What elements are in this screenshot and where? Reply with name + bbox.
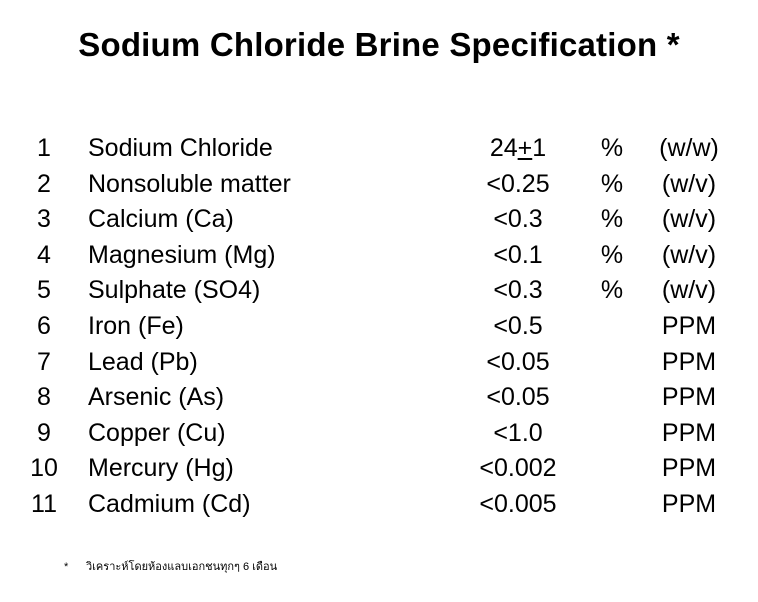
unit-label: (w/v) (661, 205, 717, 234)
table-row: 10 Mercury (Hg) <0.002 PPM (0, 451, 758, 487)
row-number: 6 (37, 311, 51, 340)
table-row: 5 Sulphate (SO4) <0.3 % (w/v) (0, 273, 758, 309)
row-number: 4 (37, 240, 51, 269)
percent-sign: % (600, 205, 624, 234)
parameter-value: <1.0 (493, 418, 543, 447)
unit-label: PPM (661, 418, 717, 447)
unit-label: (w/v) (661, 276, 717, 305)
value-main: 24 (489, 134, 518, 162)
parameter-value: <0.25 (486, 169, 550, 198)
parameter-value: <0.3 (493, 205, 543, 234)
footnote-text: วิเคราะห์โดยห้องแลบเอกชนทุกๆ 6 เดือน (86, 561, 278, 573)
parameter-value: <0.05 (486, 347, 550, 376)
table-row: 4 Magnesium (Mg) <0.1 % (w/v) (0, 238, 758, 274)
percent-sign: % (600, 134, 624, 162)
spec-table: 1 Sodium Chloride 24+1 % (w/w) 2 Nonsolu… (0, 131, 758, 523)
unit-label: (w/w) (659, 134, 719, 162)
parameter-value: <0.005 (479, 489, 557, 518)
unit-label: PPM (661, 347, 717, 376)
table-row: 9 Copper (Cu) <1.0 PPM (0, 416, 758, 452)
unit-label: PPM (661, 383, 717, 412)
unit-label: PPM (661, 311, 717, 340)
footnote-marker: * (64, 561, 69, 573)
table-row: 2 Nonsoluble matter <0.25 % (w/v) (0, 167, 758, 203)
row-number: 3 (37, 205, 51, 234)
parameter-name: Iron (Fe) (88, 311, 184, 340)
parameter-name: Sulphate (SO4) (88, 276, 261, 305)
percent-sign: % (600, 169, 624, 198)
table-row: 1 Sodium Chloride 24+1 % (w/w) (0, 131, 758, 167)
row-number: 8 (37, 383, 51, 412)
percent-sign: % (600, 276, 624, 305)
table-row: 7 Lead (Pb) <0.05 PPM (0, 345, 758, 381)
row-number: 1 (37, 134, 51, 162)
row-number: 11 (31, 489, 57, 518)
unit-label: PPM (661, 489, 717, 518)
parameter-value: 24+1 (448, 131, 588, 167)
value-tolerance: 1 (532, 134, 547, 162)
parameter-value: <0.5 (493, 311, 543, 340)
parameter-value: <0.002 (479, 454, 557, 483)
unit-label: (w/v) (661, 240, 717, 269)
parameter-name: Mercury (Hg) (88, 454, 234, 483)
parameter-name: Cadmium (Cd) (88, 489, 251, 518)
parameter-value: <0.05 (486, 383, 550, 412)
footnote: * วิเคราะห์โดยห้องแลบเอกชนทุกๆ 6 เดือน (64, 557, 277, 575)
page-title: Sodium Chloride Brine Specification * (78, 26, 680, 63)
table-row: 11 Cadmium (Cd) <0.005 PPM (0, 487, 758, 523)
row-number: 2 (37, 169, 51, 198)
parameter-value: <0.3 (493, 276, 543, 305)
parameter-name: Nonsoluble matter (88, 169, 291, 198)
parameter-name: Copper (Cu) (88, 418, 226, 447)
unit-label: PPM (661, 454, 717, 483)
parameter-name: Lead (Pb) (88, 347, 198, 376)
parameter-name: Sodium Chloride (88, 134, 273, 162)
parameter-name: Arsenic (As) (88, 383, 225, 412)
row-number: 9 (37, 418, 51, 447)
row-number: 5 (37, 276, 51, 305)
table-row: 6 Iron (Fe) <0.5 PPM (0, 309, 758, 345)
table-row: 8 Arsenic (As) <0.05 PPM (0, 380, 758, 416)
row-number: 7 (37, 347, 51, 376)
unit-label: (w/v) (661, 169, 717, 198)
parameter-name: Magnesium (Mg) (88, 240, 276, 269)
plus-minus-sign: + (517, 134, 533, 162)
table-row: 3 Calcium (Ca) <0.3 % (w/v) (0, 202, 758, 238)
parameter-value: <0.1 (493, 240, 543, 269)
percent-sign: % (600, 240, 624, 269)
parameter-name: Calcium (Ca) (88, 205, 234, 234)
row-number: 10 (30, 454, 58, 483)
